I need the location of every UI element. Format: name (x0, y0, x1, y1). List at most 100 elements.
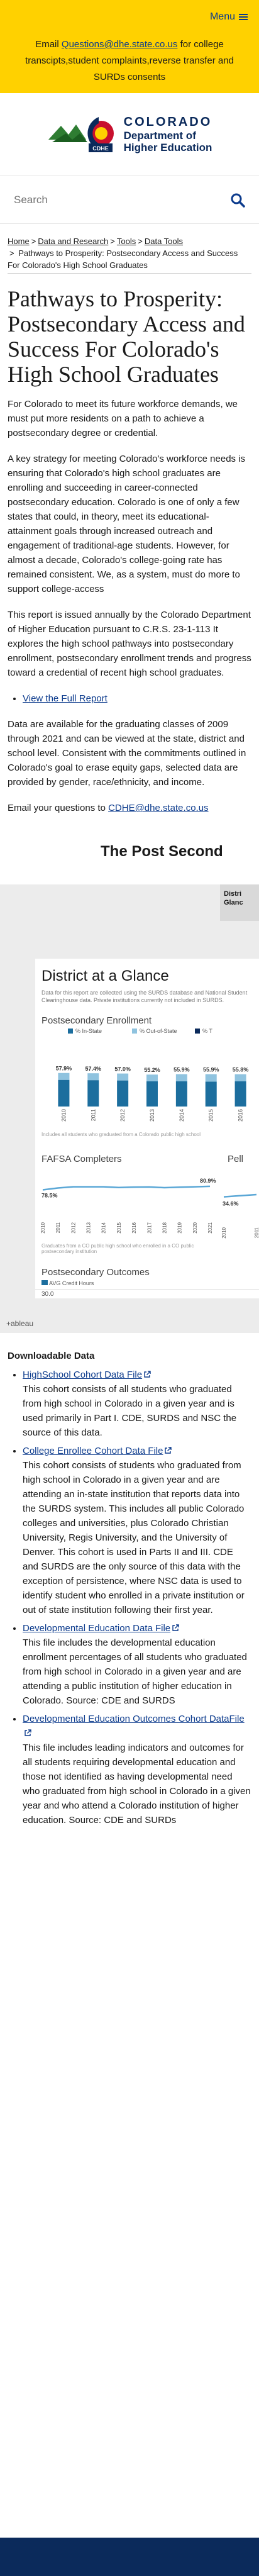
x-tick-label: 2020 (192, 1222, 198, 1233)
dev-ed-data-link[interactable]: Developmental Education Data File (23, 1623, 171, 1634)
external-link-icon (165, 1447, 172, 1454)
breadcrumb-data-tools[interactable]: Data Tools (144, 237, 184, 246)
x-tick-label: 2021 (207, 1222, 213, 1233)
district-glance-tab[interactable]: Distri Glanc (220, 884, 259, 921)
fafsa-row: FAFSA Completers 78.5% 80.9% 2010 2011 2012 2… (35, 1149, 259, 1262)
bar-out-of-state (87, 1073, 99, 1081)
x-tick-label: 2011 (254, 1227, 259, 1238)
divider (8, 273, 251, 274)
x-tick-label: 2011 (55, 1222, 61, 1233)
list-item: College Enrollee Cohort Data File This c… (23, 1444, 251, 1617)
x-tick-label: 2014 (101, 1222, 107, 1233)
page-title: Pathways to Prosperity: Postsecondary Ac… (8, 286, 245, 387)
legend-swatch (41, 1280, 48, 1285)
downloads-list: HighSchool Cohort Data File This cohort … (23, 1368, 251, 1827)
downloads-heading: Downloadable Data (8, 1351, 95, 1361)
bar-out-of-state (146, 1074, 158, 1081)
embedded-dashboard[interactable]: The Post Second Distri Glanc District at… (0, 827, 259, 1333)
breadcrumb: Home > Data and Research > Tools > Data Tools … (8, 237, 238, 270)
bar-out-of-state (58, 1073, 70, 1080)
report-link-list: View the Full Report (23, 691, 251, 706)
highschool-cohort-link[interactable]: HighSchool Cohort Data File (23, 1369, 143, 1380)
search-input[interactable] (14, 193, 230, 206)
list-item: Developmental Education Data File This f… (23, 1621, 251, 1708)
search-icon[interactable] (230, 192, 245, 208)
college-enrollee-link[interactable]: College Enrollee Cohort Data File (23, 1446, 163, 1456)
x-tick-label: 2010 (60, 1109, 67, 1122)
external-link-icon (172, 1624, 179, 1631)
x-tick-label: 2016 (238, 1109, 244, 1122)
pell-series-line (223, 1193, 257, 1198)
bar-total-label: 57.0% (114, 1066, 131, 1073)
pell-chart-title: Pell (228, 1154, 244, 1164)
search-bar (0, 176, 259, 224)
fafsa-last-label: 80.9% (200, 1178, 216, 1184)
menu-label: Menu (209, 11, 235, 22)
x-tick-label: 2019 (177, 1222, 183, 1233)
logo-badge-text: CDHE (92, 145, 109, 152)
logo-text: COLORADO Department of Higher Education (124, 115, 212, 153)
glance-note: Data for this report are collected using… (41, 990, 248, 1003)
legend-swatch (195, 1029, 200, 1034)
external-link-icon (25, 1729, 31, 1736)
legend-label: % Out-of-State (140, 1028, 177, 1034)
x-tick-label: 2018 (162, 1222, 167, 1233)
site-logo[interactable]: CDHE COLORADO Department of Higher Educa… (0, 93, 259, 176)
cdhe-logo-icon: CDHE (48, 116, 114, 152)
pell-chart[interactable]: 34.6% 2010 2011 (221, 1164, 259, 1240)
breadcrumb-current: Pathways to Prosperity: Postsecondary Ac… (8, 248, 238, 270)
alert-banner: Menu Email Questions@dhe.state.co.us for… (0, 0, 259, 93)
dev-ed-outcomes-link[interactable]: Developmental Education Outcomes Cohort … (23, 1714, 245, 1724)
enrollment-chart[interactable]: % In-State % Out-of-State % T 57.9% 2010 57.4… (38, 1026, 259, 1132)
district-glance-card: District at a Glance Data for this repor… (35, 959, 259, 1298)
logo-department-2: Higher Education (123, 142, 212, 153)
fafsa-series-line (42, 1185, 211, 1191)
enrollment-chart-title: Postsecondary Enrollment (41, 1015, 152, 1026)
list-item: Developmental Education Outcomes Cohort … (23, 1712, 251, 1827)
tableau-logo: +ableau (6, 1319, 34, 1328)
fafsa-first-label: 78.5% (41, 1192, 58, 1198)
bar-in-state (175, 1081, 187, 1107)
bar-in-state (205, 1081, 217, 1107)
enrollment-footnote: Includes all students who graduated from… (41, 1132, 201, 1137)
bar-in-state (234, 1081, 246, 1107)
pell-panel: Pell 34.6% 2010 2011 (221, 1149, 259, 1243)
x-tick-label: 2015 (208, 1109, 214, 1122)
hamburger-icon (239, 13, 248, 21)
menu-button[interactable]: Menu (210, 11, 248, 23)
pell-first-label: 34.6% (223, 1201, 239, 1207)
tableau-toolbar[interactable]: +ableau (0, 1318, 259, 1330)
item-description: This file includes the developmental edu… (23, 1637, 247, 1706)
bar-total-label: 55.9% (174, 1067, 190, 1073)
list-item: View the Full Report (23, 691, 251, 706)
bar-in-state (58, 1079, 70, 1107)
bar-out-of-state (117, 1073, 129, 1081)
breadcrumb-data-and-research[interactable]: Data and Research (38, 237, 109, 246)
fafsa-chart[interactable]: 78.5% 80.9% 2010 2011 2012 2013 2014 2015 2016 20… (35, 1164, 218, 1240)
bar-total-label: 55.9% (203, 1067, 219, 1073)
x-tick-label: 2017 (146, 1222, 152, 1233)
availability-paragraph: Data are available for the graduating cl… (8, 719, 246, 788)
dashboard-canvas: Distri Glanc District at a Glance Data f… (0, 884, 259, 1333)
intro-paragraph: For Colorado to meet its future workforc… (8, 399, 238, 438)
fafsa-panel: FAFSA Completers 78.5% 80.9% 2010 2011 2012 2… (35, 1149, 218, 1262)
breadcrumb-tools[interactable]: Tools (116, 237, 136, 246)
item-description: This cohort consists of all students who… (23, 1384, 237, 1438)
downloads-section: Downloadable Data HighSchool Cohort Data… (0, 1351, 259, 1827)
breadcrumb-home[interactable]: Home (8, 237, 30, 246)
item-description: This file includes leading indicators an… (23, 1742, 251, 1826)
bar-out-of-state (175, 1074, 187, 1081)
fafsa-footnote: Graduates from a CO public high school w… (41, 1243, 194, 1254)
main-content: Pathways to Prosperity: Postsecondary Ac… (0, 274, 259, 815)
dashboard-tab-2[interactable] (220, 921, 259, 934)
bar-in-state (117, 1080, 129, 1107)
contact-email-link[interactable]: CDHE@dhe.state.co.us (108, 803, 209, 813)
strategy-paragraph: A key strategy for meeting Colorado's wo… (8, 454, 246, 594)
outcomes-axis-tick: 30.0 (35, 1289, 259, 1299)
bar-total-label: 57.9% (56, 1066, 72, 1072)
full-report-link[interactable]: View the Full Report (23, 693, 107, 704)
dashboard-header: The Post Second (101, 843, 223, 860)
banner-email-link[interactable]: Questions@dhe.state.co.us (61, 39, 178, 50)
x-tick-label: 2010 (221, 1227, 227, 1238)
x-tick-label: 2010 (40, 1222, 46, 1233)
